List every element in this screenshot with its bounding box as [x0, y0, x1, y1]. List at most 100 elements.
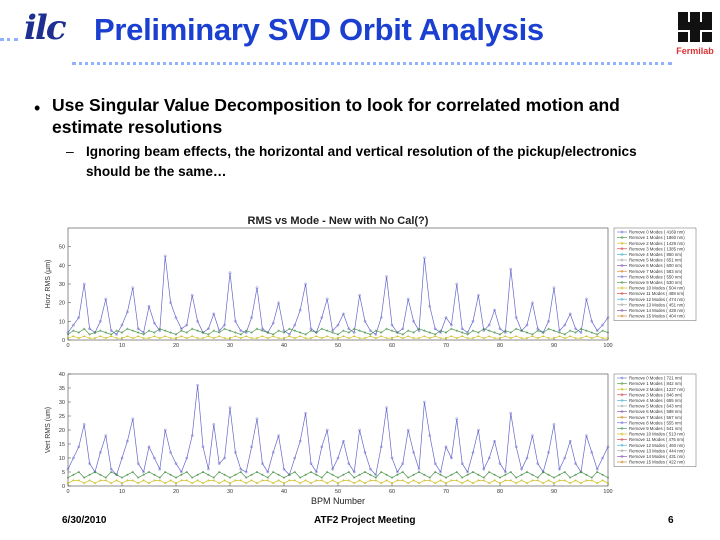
data-point — [153, 473, 156, 476]
rms-chart-figure: RMS vs Mode - New with No Cal(?) Horz RMS… — [40, 210, 700, 506]
data-point — [131, 417, 135, 421]
data-point — [428, 331, 431, 334]
data-point — [67, 482, 70, 485]
data-point — [299, 335, 302, 338]
data-point — [358, 337, 361, 340]
data-point — [147, 305, 151, 308]
data-point — [472, 482, 475, 485]
data-point — [99, 320, 102, 323]
data-point — [396, 331, 399, 334]
data-point — [120, 456, 124, 460]
legend-label: Remove 12 Modes ( 474 nm) — [629, 297, 685, 302]
data-point — [580, 471, 583, 474]
data-point — [520, 329, 523, 332]
data-point — [223, 337, 226, 340]
data-point — [391, 482, 394, 485]
data-point — [601, 329, 604, 332]
data-point — [466, 470, 469, 474]
data-point — [136, 327, 140, 331]
data-point — [234, 479, 237, 482]
data-point — [509, 471, 512, 474]
data-point — [536, 479, 539, 482]
data-point — [110, 471, 113, 474]
data-point — [553, 476, 556, 479]
data-point — [67, 476, 70, 479]
data-point — [477, 473, 480, 476]
fermilab-icon — [678, 12, 712, 42]
y-tick-label: 50 — [59, 245, 65, 251]
data-point — [315, 335, 318, 338]
data-point — [547, 327, 550, 330]
data-point — [407, 329, 410, 332]
data-point — [488, 482, 491, 485]
data-point — [228, 329, 231, 332]
legend-label: Remove 10 Modes ( 513 nm) — [629, 432, 685, 437]
x-tick-label: 30 — [227, 489, 233, 495]
legend-marker — [620, 455, 624, 458]
data-point — [498, 327, 502, 331]
data-point — [207, 473, 210, 476]
data-point — [487, 456, 491, 460]
data-point — [191, 482, 194, 485]
data-point — [499, 476, 502, 479]
data-point — [445, 482, 448, 485]
data-point — [428, 434, 432, 437]
data-point — [239, 337, 242, 340]
data-point — [223, 323, 226, 327]
data-point — [477, 335, 480, 338]
data-point — [212, 479, 215, 482]
data-point — [439, 337, 442, 340]
data-point — [282, 331, 285, 334]
data-point — [131, 471, 134, 474]
data-point — [158, 476, 161, 479]
data-point — [445, 331, 448, 334]
data-point — [201, 471, 204, 474]
data-point — [201, 482, 204, 485]
data-point — [461, 476, 464, 479]
data-point — [558, 467, 561, 471]
legend-marker — [620, 281, 624, 284]
data-point — [358, 473, 361, 476]
data-point — [547, 451, 550, 454]
legend-marker — [620, 269, 624, 273]
data-point — [277, 337, 280, 340]
x-tick-label: 20 — [173, 343, 179, 349]
legend-label: Remove 1 Modes ( 842 nm) — [629, 381, 683, 386]
data-point — [104, 337, 107, 340]
x-tick-label: 100 — [603, 489, 612, 495]
y-tick-label: 40 — [59, 372, 65, 378]
data-point — [277, 301, 280, 304]
data-point — [541, 331, 545, 334]
data-point — [601, 337, 604, 340]
sub-bullet-marker: – — [66, 143, 74, 159]
data-point — [509, 331, 512, 334]
x-tick-label: 100 — [603, 343, 612, 349]
data-point — [320, 445, 324, 449]
data-point — [526, 331, 529, 334]
data-point — [299, 476, 302, 479]
data-point — [207, 327, 210, 331]
data-point — [531, 301, 534, 304]
x-tick-label: 50 — [335, 489, 341, 495]
legend-marker — [620, 286, 624, 290]
y-tick-label: 5 — [62, 470, 65, 476]
data-point — [310, 337, 313, 340]
data-point — [137, 331, 140, 334]
data-point — [82, 282, 86, 286]
data-point — [234, 473, 237, 476]
data-point — [207, 467, 210, 471]
data-point — [466, 473, 469, 476]
data-point — [88, 337, 91, 340]
data-point — [336, 456, 340, 460]
data-point — [520, 337, 523, 340]
data-point — [174, 482, 177, 485]
data-point — [185, 456, 189, 460]
data-point — [585, 479, 588, 482]
data-point — [396, 331, 399, 334]
data-point — [428, 476, 431, 479]
data-point — [272, 335, 275, 338]
data-point — [277, 329, 280, 332]
data-point — [499, 337, 502, 340]
data-point — [482, 467, 486, 471]
data-point — [520, 329, 523, 332]
